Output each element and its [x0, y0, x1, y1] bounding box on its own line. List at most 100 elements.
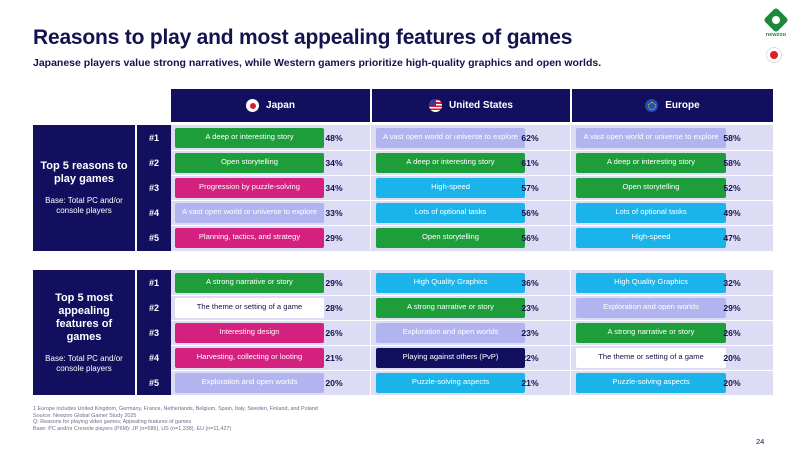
feature-chip: A deep or interesting story [175, 127, 324, 148]
percentage-value: 61% [521, 158, 539, 168]
row-divider [171, 225, 773, 226]
feature-chip: Lots of optional tasks [376, 202, 525, 223]
rank-label: #4 [148, 208, 159, 218]
section-heading: Top 5 reasons to play games [40, 160, 128, 185]
rank-label: #5 [148, 233, 159, 243]
percentage-value: 21% [325, 353, 343, 363]
feature-chip: The theme or setting of a game [576, 347, 726, 368]
feature-chip: A strong narrative or story [376, 297, 525, 318]
footnote: Base: PC and/or Console players (P6M): J… [33, 425, 232, 432]
page-number: 24 [756, 437, 765, 446]
feature-chip: High Quality Graphics [576, 272, 726, 293]
percentage-value: 34% [325, 158, 343, 168]
footnote: Source: Newzoo Global Gamer Study 2025 [33, 412, 137, 419]
rank-label: #1 [148, 133, 159, 143]
percentage-value: 26% [723, 328, 741, 338]
newzoo-logo: newzoo [763, 7, 789, 38]
feature-chip: Puzzle-solving aspects [576, 372, 726, 393]
japan-flag-icon [766, 47, 782, 63]
column-label: United States [449, 100, 513, 111]
row-divider [171, 175, 773, 176]
feature-chip: Exploration and open worlds [576, 297, 726, 318]
feature-chip: Open storytelling [576, 177, 726, 198]
feature-chip: Exploration and open worlds [175, 372, 324, 393]
rank-label: #2 [148, 303, 159, 313]
newzoo-logo-icon [763, 7, 789, 33]
percentage-value: 34% [325, 183, 343, 193]
rank-label: #3 [148, 328, 159, 338]
section-base: Base: Total PC and/or console players [45, 353, 123, 373]
percentage-value: 33% [325, 208, 343, 218]
feature-chip: A vast open world or universe to explore [576, 127, 726, 148]
page-subtitle: Japanese players value strong narratives… [33, 57, 602, 69]
percentage-value: 20% [723, 378, 741, 388]
column-separator [570, 270, 571, 395]
row-divider [171, 150, 773, 151]
section-heading: Top 5 most appealing features of games [55, 291, 113, 343]
feature-chip: Puzzle-solving aspects [376, 372, 525, 393]
feature-chip: A vast open world or universe to explore [376, 127, 525, 148]
footnotes: 1 Europe includes United Kingdom, German… [33, 406, 318, 432]
feature-chip: The theme or setting of a game [175, 297, 324, 318]
feature-chip: High-speed [576, 227, 726, 248]
percentage-value: 57% [521, 183, 539, 193]
percentage-value: 48% [325, 133, 343, 143]
feature-chip: Open storytelling [175, 152, 324, 173]
percentage-value: 23% [521, 303, 539, 313]
percentage-value: 56% [521, 208, 539, 218]
rank-label: #2 [148, 158, 159, 168]
percentage-value: 29% [325, 278, 343, 288]
column-separator [370, 125, 371, 250]
feature-chip: High Quality Graphics [376, 272, 525, 293]
percentage-value: 23% [521, 328, 539, 338]
feature-chip: Progression by puzzle-solving [175, 177, 324, 198]
feature-chip: Playing against others (PvP) [376, 347, 525, 368]
percentage-value: 52% [723, 183, 741, 193]
row-divider [171, 295, 773, 296]
rank-label: #5 [148, 378, 159, 388]
feature-chip: A deep or interesting story [376, 152, 525, 173]
percentage-value: 29% [723, 303, 741, 313]
percentage-value: 20% [325, 378, 343, 388]
us-flag-icon [429, 99, 443, 112]
feature-chip: High-speed [376, 177, 525, 198]
eu-flag-icon [645, 99, 659, 112]
percentage-value: 58% [723, 133, 741, 143]
feature-chip: Lots of optional tasks [576, 202, 726, 223]
feature-chip: Open storytelling [376, 227, 525, 248]
percentage-value: 20% [723, 353, 741, 363]
column-label: Europe [665, 100, 700, 111]
column-header-us: United States [372, 89, 570, 122]
feature-chip: Exploration and open worlds [376, 322, 525, 343]
feature-chip: A strong narrative or story [175, 272, 324, 293]
footnote: Q: Reasons for playing video games; Appe… [33, 419, 192, 425]
percentage-value: 47% [723, 233, 741, 243]
japan-flag-icon [246, 99, 260, 112]
column-header-europe: Europe [572, 89, 773, 122]
rank-label: #4 [148, 353, 159, 363]
feature-chip: A deep or interesting story [576, 152, 726, 173]
logo-word: newzoo [765, 32, 787, 38]
footnote: 1 Europe includes United Kingdom, German… [33, 406, 318, 412]
percentage-value: 56% [521, 233, 539, 243]
percentage-value: 21% [521, 378, 539, 388]
feature-chip: Interesting design [175, 322, 324, 343]
row-divider [171, 370, 773, 371]
feature-chip: Harvesting, collecting or looting [175, 347, 324, 368]
rank-column [137, 125, 171, 251]
row-divider [171, 345, 773, 346]
rank-label: #3 [148, 183, 159, 193]
column-separator [370, 270, 371, 395]
column-separator [570, 125, 571, 250]
percentage-value: 28% [325, 303, 343, 313]
column-label: Japan [266, 100, 295, 111]
percentage-value: 62% [521, 133, 539, 143]
page-title: Reasons to play and most appealing featu… [33, 26, 573, 49]
percentage-value: 49% [723, 208, 741, 218]
rank-label: #1 [148, 278, 159, 288]
row-divider [171, 200, 773, 201]
percentage-value: 32% [723, 278, 741, 288]
rank-column [137, 270, 171, 395]
percentage-value: 36% [521, 278, 539, 288]
column-header-japan: Japan [171, 89, 370, 122]
